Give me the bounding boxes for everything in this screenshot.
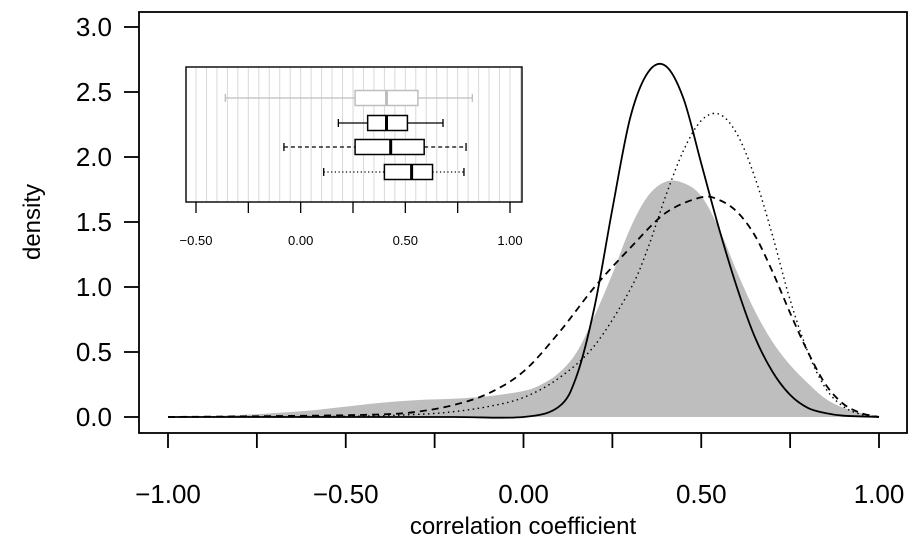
x-tick-label: 1.00 bbox=[854, 479, 905, 509]
x-tick-label: 0.50 bbox=[676, 479, 727, 509]
density-area-series bbox=[168, 180, 879, 417]
y-tick-label: 3.0 bbox=[76, 12, 112, 42]
x-tick-label: −0.50 bbox=[313, 479, 379, 509]
main-y-axis: 0.0 0.5 1.0 1.5 2.0 2.5 3.0 bbox=[76, 12, 139, 432]
density-line-dashed bbox=[167, 195, 880, 418]
inset-boxes-layer bbox=[224, 89, 473, 181]
y-tick-label: 2.5 bbox=[76, 77, 112, 107]
inset-x-tick-label: −0.50 bbox=[180, 233, 213, 248]
density-line-dotted bbox=[167, 112, 880, 418]
main-plot: −1.00 −0.50 0.00 0.50 1.00 0.0 0.5 1.0 1.5 2.0 2.… bbox=[19, 11, 908, 540]
x-tick-label: −1.00 bbox=[135, 479, 201, 509]
main-series-layer bbox=[167, 62, 880, 419]
inset-box-4 bbox=[323, 163, 465, 181]
inset-boxplot: −0.50 0.00 0.50 1.00 bbox=[180, 66, 523, 248]
inset-x-tick-label: 0.50 bbox=[393, 233, 418, 248]
y-tick-label: 1.0 bbox=[76, 272, 112, 302]
inset-box-2 bbox=[337, 114, 444, 132]
y-tick-label: 1.5 bbox=[76, 207, 112, 237]
inset-box-body bbox=[383, 163, 434, 181]
main-x-axis: −1.00 −0.50 0.00 0.50 1.00 bbox=[135, 433, 904, 509]
inset-x-tick-label: 1.00 bbox=[497, 233, 522, 248]
y-tick-label: 0.5 bbox=[76, 337, 112, 367]
density-line-solid bbox=[167, 62, 880, 419]
x-tick-label: 0.00 bbox=[498, 479, 549, 509]
y-tick-label: 2.0 bbox=[76, 142, 112, 172]
y-axis-label: density bbox=[19, 184, 46, 260]
x-axis-label: correlation coefficient bbox=[410, 513, 637, 540]
inset-box-3 bbox=[283, 138, 467, 156]
inset-frame bbox=[185, 66, 523, 203]
y-tick-label: 0.0 bbox=[76, 402, 112, 432]
inset-x-axis: −0.50 0.00 0.50 1.00 bbox=[180, 202, 523, 248]
inset-box-1 bbox=[224, 89, 473, 107]
inset-background bbox=[186, 67, 522, 202]
inset-x-tick-label: 0.00 bbox=[288, 233, 313, 248]
